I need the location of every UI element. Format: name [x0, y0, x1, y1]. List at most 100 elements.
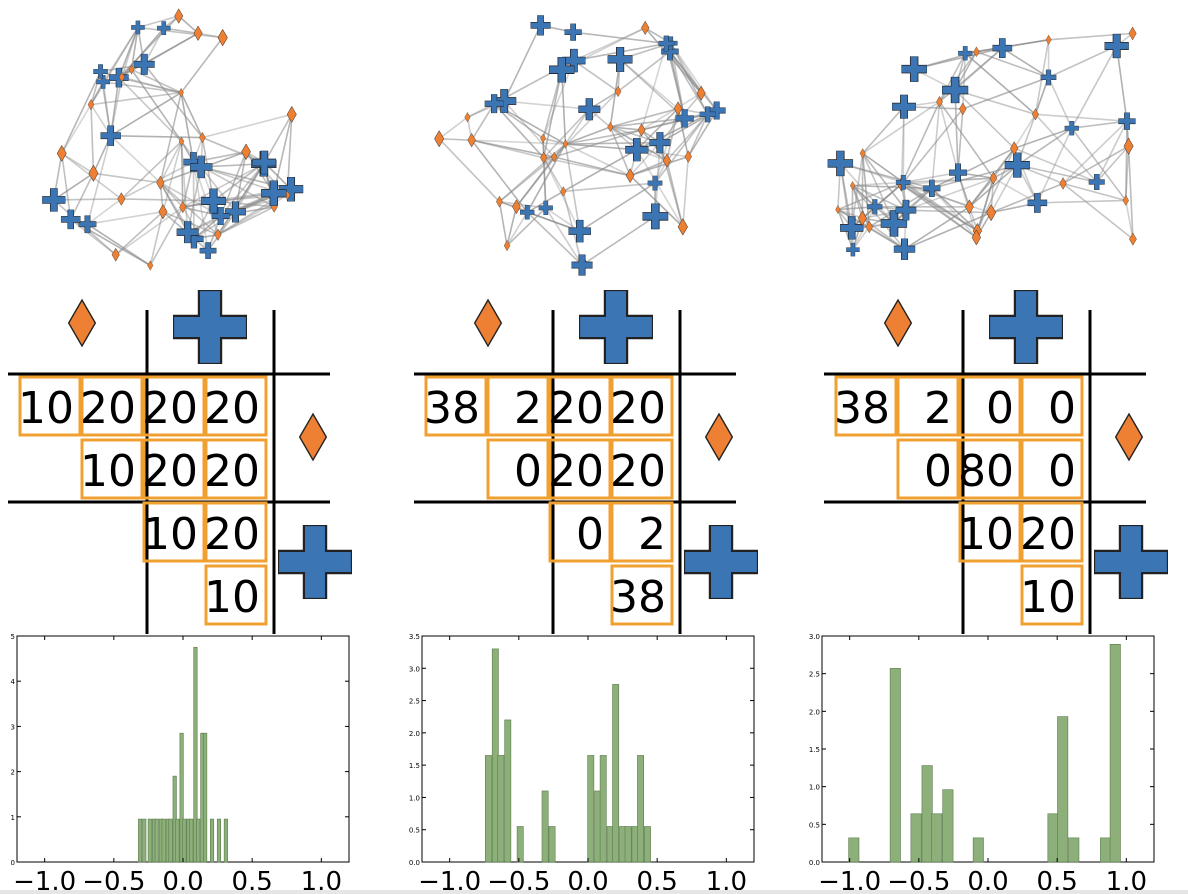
x-tick-label: 0.5: [1036, 867, 1077, 894]
y-tick-label: 2: [11, 769, 15, 777]
matrix-cell-value: 38: [424, 383, 480, 434]
network-edge: [471, 139, 566, 145]
histogram-bar: [193, 646, 198, 863]
network-edge: [87, 198, 122, 225]
network-edge: [1062, 182, 1134, 240]
histogram-bar: [484, 755, 492, 863]
matrix-cell-value: 10: [80, 446, 136, 497]
network-edge: [159, 182, 184, 208]
network-edge: [526, 211, 583, 266]
diamond-node-icon: [1129, 232, 1137, 246]
network-edge: [862, 152, 904, 184]
diamond-node-icon: [637, 123, 646, 137]
y-tick-label: 4: [11, 678, 16, 686]
network-edge: [180, 141, 189, 233]
network-edge: [954, 89, 1036, 116]
orange-diamond-icon: [67, 298, 97, 348]
cross-node-icon: [60, 209, 81, 230]
x-tick-label: −1.0: [13, 867, 76, 894]
network-edge: [192, 161, 209, 251]
histogram-bar: [1109, 643, 1121, 863]
network-edge: [110, 134, 203, 139]
histogram-bar: [189, 818, 194, 863]
network-edge: [219, 151, 247, 217]
matrix-cell-border: [142, 501, 206, 563]
network-edge: [573, 27, 646, 62]
diamond-node-icon: [111, 247, 120, 262]
network-edge: [903, 171, 959, 184]
histogram-bar: [921, 765, 933, 863]
matrix-cell-border: [204, 564, 268, 626]
matrix-cell-value: 80: [958, 446, 1014, 497]
matrix-cell-value: 0: [1048, 446, 1076, 497]
matrix-cell-value: 20: [610, 446, 666, 497]
network-edge: [1127, 146, 1134, 240]
network-edge: [1071, 127, 1127, 201]
network-edge: [641, 92, 702, 131]
network-edge: [438, 116, 468, 140]
matrix-cell-value: 20: [204, 446, 260, 497]
matrix-cell-border: [486, 438, 550, 500]
network-edge: [573, 59, 619, 93]
histogram-bar: [889, 668, 901, 863]
matrix-cell-value: 0: [514, 446, 542, 497]
network-edge: [137, 26, 223, 39]
matrix-cell-border: [142, 375, 206, 437]
network-edge: [545, 207, 583, 266]
matrix-cell-border: [958, 438, 1022, 500]
network-edge: [610, 126, 642, 131]
network-edge: [902, 106, 905, 183]
network-edge: [641, 113, 708, 131]
matrix-cell-value: 10: [18, 383, 74, 434]
network-edge: [862, 152, 907, 211]
network-graph: [42, 8, 304, 271]
matrix-cell-border: [610, 564, 674, 626]
matrix-cell-border: [18, 375, 82, 437]
cross-node-icon: [901, 56, 927, 82]
network-edge: [851, 185, 906, 250]
network-edge: [182, 192, 274, 208]
network-graph: [434, 15, 726, 276]
network-edge: [60, 153, 72, 220]
histogram-bar: [497, 755, 505, 863]
network-edge: [202, 136, 265, 164]
y-tick-label: 0.5: [409, 827, 420, 835]
network-edge: [1013, 127, 1073, 150]
network-edge: [581, 215, 656, 266]
network-edge: [852, 226, 870, 251]
histogram-bar: [138, 818, 143, 863]
matrix-cell-border: [486, 375, 550, 437]
cross-node-icon: [1064, 121, 1079, 136]
matrix-cell-value: 20: [204, 383, 260, 434]
network-edge: [207, 211, 237, 252]
histogram-bar: [599, 755, 607, 863]
network-edge: [1096, 145, 1130, 183]
network-edge: [1001, 47, 1049, 79]
network-edge: [862, 101, 940, 155]
cross-node-icon: [846, 242, 860, 257]
histogram-bar: [182, 818, 187, 863]
x-tick-label: −0.5: [82, 867, 145, 894]
network-edge: [610, 107, 679, 128]
network-edge: [121, 76, 182, 94]
matrix-cell-border: [1020, 438, 1084, 500]
histogram-bar: [516, 826, 524, 863]
y-tick-label: 0.0: [409, 859, 420, 867]
network-edge: [976, 177, 995, 232]
histogram-bar: [1047, 813, 1059, 863]
diamond-node-icon: [640, 20, 650, 35]
matrix-cell-value: 20: [142, 383, 198, 434]
histogram-bar: [972, 837, 984, 863]
network-edge: [202, 113, 292, 139]
network-edge: [110, 135, 161, 184]
network-edge: [565, 141, 660, 145]
network-edge: [498, 201, 508, 246]
orange-diamond-icon: [298, 412, 328, 462]
histogram-bar: [548, 826, 556, 863]
network-edge: [120, 161, 194, 200]
histogram-bar: [587, 755, 595, 863]
y-tick-label: 5: [11, 633, 15, 641]
network-edge: [687, 110, 718, 158]
network-edge: [938, 101, 995, 179]
